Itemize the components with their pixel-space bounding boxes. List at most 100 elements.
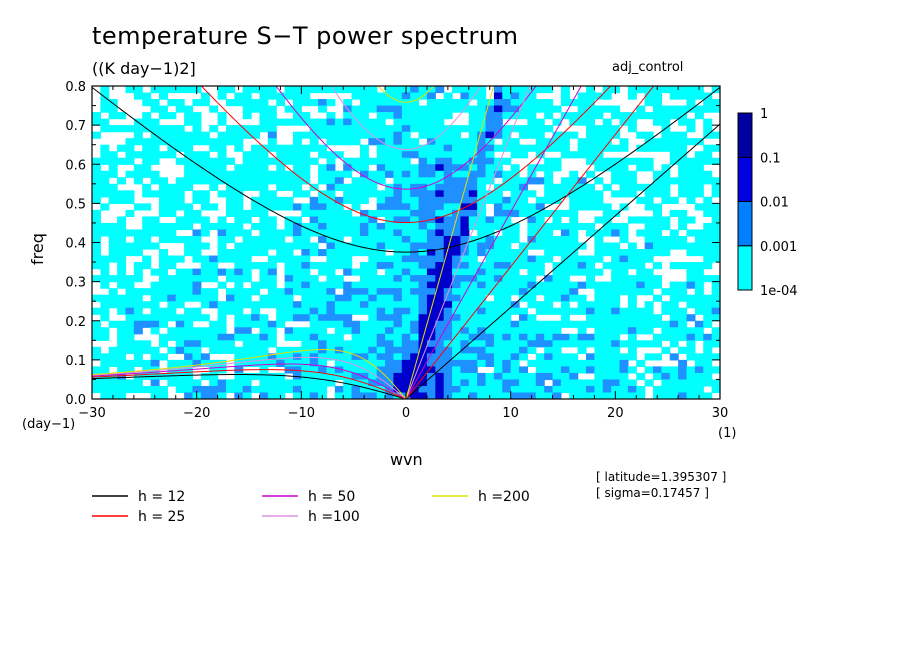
spectrum-cell bbox=[711, 314, 720, 322]
spectrum-cell bbox=[560, 379, 570, 387]
spectrum-cell bbox=[234, 268, 244, 276]
spectrum-cell bbox=[385, 275, 395, 283]
spectrum-cell bbox=[200, 340, 210, 348]
spectrum-cell bbox=[259, 320, 269, 328]
spectrum-cell bbox=[426, 190, 436, 198]
spectrum-cell bbox=[200, 216, 210, 224]
spectrum-cell bbox=[644, 203, 654, 211]
spectrum-cell bbox=[167, 372, 177, 381]
spectrum-cell bbox=[117, 157, 127, 165]
spectrum-cell bbox=[552, 359, 562, 367]
spectrum-cell bbox=[586, 118, 595, 126]
spectrum-cell bbox=[192, 294, 202, 302]
spectrum-cell bbox=[368, 340, 378, 348]
spectrum-cell bbox=[334, 314, 344, 322]
spectrum-cell bbox=[577, 222, 587, 231]
spectrum-cell bbox=[318, 151, 328, 159]
spectrum-cell bbox=[125, 340, 135, 348]
spectrum-cell bbox=[435, 314, 445, 322]
spectrum-cell bbox=[209, 288, 219, 296]
spectrum-cell bbox=[167, 327, 177, 335]
spectrum-cell bbox=[385, 262, 395, 270]
spectrum-cell bbox=[527, 242, 537, 250]
spectrum-cell bbox=[594, 366, 604, 374]
spectrum-cell bbox=[485, 229, 495, 237]
spectrum-cell bbox=[217, 255, 227, 263]
spectrum-cell bbox=[276, 359, 286, 367]
spectrum-cell bbox=[225, 307, 235, 315]
spectrum-cell bbox=[267, 294, 277, 302]
spectrum-cell bbox=[242, 229, 252, 237]
spectrum-cell bbox=[100, 99, 110, 107]
spectrum-cell bbox=[586, 183, 595, 191]
spectrum-cell bbox=[251, 249, 261, 257]
spectrum-cell bbox=[443, 294, 453, 302]
spectrum-cell bbox=[544, 229, 554, 237]
spectrum-cell bbox=[443, 307, 453, 315]
spectrum-cell bbox=[452, 249, 462, 257]
spectrum-cell bbox=[209, 125, 219, 133]
spectrum-cell bbox=[594, 157, 604, 165]
spectrum-cell bbox=[175, 131, 185, 139]
spectrum-cell bbox=[711, 157, 720, 165]
spectrum-cell bbox=[711, 255, 720, 263]
spectrum-cell bbox=[209, 177, 219, 185]
spectrum-cell bbox=[569, 333, 579, 341]
spectrum-cell bbox=[175, 301, 185, 309]
spectrum-cell bbox=[100, 268, 110, 276]
spectrum-cell bbox=[351, 366, 361, 374]
spectrum-cell bbox=[200, 372, 210, 381]
spectrum-cell bbox=[343, 262, 353, 270]
spectrum-cell bbox=[602, 288, 612, 296]
spectrum-cell bbox=[401, 359, 411, 367]
spectrum-cell bbox=[276, 314, 286, 322]
rossby-curve-h-25 bbox=[92, 369, 407, 399]
spectrum-cell bbox=[627, 112, 637, 120]
spectrum-cell bbox=[527, 222, 537, 231]
spectrum-cell bbox=[477, 209, 487, 218]
spectrum-cell bbox=[359, 249, 369, 257]
spectrum-cell bbox=[343, 379, 353, 387]
spectrum-cell bbox=[418, 235, 428, 244]
spectrum-cell bbox=[619, 235, 629, 244]
spectrum-cell bbox=[259, 183, 269, 191]
spectrum-cell bbox=[309, 327, 319, 335]
spectrum-cell bbox=[167, 281, 177, 289]
spectrum-cell bbox=[443, 359, 453, 367]
spectrum-cell bbox=[351, 196, 361, 204]
spectrum-cell bbox=[468, 183, 478, 191]
spectrum-cell bbox=[326, 301, 336, 309]
legend-label: h = 12 bbox=[138, 489, 185, 505]
spectrum-cell bbox=[284, 307, 294, 315]
spectrum-cell bbox=[669, 235, 679, 244]
spectrum-cell bbox=[276, 151, 286, 159]
spectrum-cell bbox=[594, 144, 604, 152]
spectrum-cell bbox=[301, 86, 311, 94]
spectrum-cell bbox=[326, 99, 336, 107]
spectrum-cell bbox=[468, 157, 478, 165]
spectrum-cell bbox=[443, 209, 453, 218]
spectrum-cell bbox=[225, 235, 235, 244]
spectrum-cell bbox=[661, 144, 671, 152]
spectrum-cell bbox=[125, 314, 135, 322]
spectrum-cell bbox=[669, 86, 679, 94]
spectrum-cell bbox=[686, 392, 696, 399]
spectrum-cell bbox=[452, 392, 462, 399]
spectrum-cell bbox=[334, 249, 344, 257]
spectrum-cell bbox=[158, 340, 168, 348]
dispersion-curves bbox=[92, 86, 720, 399]
spectrum-cell bbox=[468, 196, 478, 204]
spectrum-cell bbox=[460, 216, 470, 224]
spectrum-cell bbox=[602, 209, 612, 218]
spectrum-cell bbox=[443, 125, 453, 133]
spectrum-cell bbox=[318, 314, 328, 322]
spectrum-cell bbox=[368, 209, 378, 218]
spectrum-cell bbox=[586, 92, 595, 100]
spectrum-cell bbox=[586, 301, 595, 309]
spectrum-cell bbox=[468, 366, 478, 374]
spectrum-cell bbox=[619, 249, 629, 257]
spectrum-cell bbox=[242, 131, 252, 139]
spectrum-cell bbox=[686, 353, 696, 361]
spectrum-cell bbox=[586, 138, 595, 146]
spectrum-cell bbox=[636, 112, 646, 120]
